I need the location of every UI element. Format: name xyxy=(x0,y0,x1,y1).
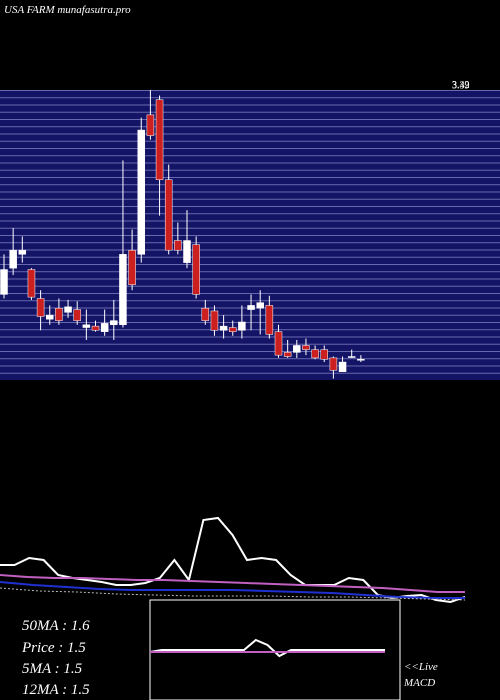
candle-body xyxy=(219,325,228,331)
candle-body xyxy=(320,349,328,360)
candle-body xyxy=(27,269,36,298)
candle-body xyxy=(329,357,338,371)
candle-body xyxy=(36,298,45,317)
candle-body xyxy=(347,356,356,358)
candle-body xyxy=(210,310,219,331)
candle-body xyxy=(55,307,63,321)
candle-body xyxy=(174,240,182,251)
candle-body xyxy=(18,249,27,255)
live-label: <<Live xyxy=(404,661,438,673)
candle-body xyxy=(302,345,310,350)
y-tick-label: 3.42 xyxy=(452,80,470,91)
candle-body xyxy=(9,249,17,269)
candle-body xyxy=(137,129,145,255)
candle-body xyxy=(247,305,255,310)
candle-body xyxy=(155,99,164,181)
macd-box xyxy=(149,599,401,700)
stat: 12MA : 1.5 xyxy=(22,682,90,698)
candle-body xyxy=(229,327,237,332)
candle-body xyxy=(128,249,136,285)
candle-body xyxy=(183,240,191,263)
candle-body xyxy=(64,306,72,313)
candle-body xyxy=(82,324,91,328)
candle-body xyxy=(311,349,319,359)
candle-body xyxy=(338,361,347,372)
candle-body xyxy=(73,309,81,321)
indicator-line xyxy=(0,587,466,601)
stat: 5MA : 1.5 xyxy=(22,661,83,677)
macd-line xyxy=(149,638,385,658)
indicator-line xyxy=(0,581,465,599)
candle-body xyxy=(0,269,8,295)
candle-body xyxy=(256,302,264,309)
candle-body xyxy=(110,320,118,326)
candle-body xyxy=(119,254,127,326)
stat: Price : 1.5 xyxy=(21,640,86,656)
macd-label: MACD xyxy=(403,677,435,689)
candle-body xyxy=(192,244,200,295)
indicator-line xyxy=(0,574,465,593)
candle-body xyxy=(283,352,292,357)
candle-body xyxy=(238,321,246,331)
candle-body xyxy=(265,305,274,335)
y-tick-label: 3.39 xyxy=(452,80,470,91)
candle-body xyxy=(293,345,301,353)
candle-body xyxy=(274,331,283,356)
candle-body xyxy=(201,307,210,321)
chart-title: USA FARM munafasutra.pro xyxy=(4,4,131,16)
candle-body xyxy=(164,179,173,251)
stat: 50MA : 1.6 xyxy=(22,618,90,634)
candle-body xyxy=(100,323,109,332)
candle-body xyxy=(146,114,155,136)
candle-body xyxy=(46,314,54,320)
candle-body xyxy=(91,325,100,331)
price-panel xyxy=(0,90,500,380)
candle-body xyxy=(357,359,365,361)
